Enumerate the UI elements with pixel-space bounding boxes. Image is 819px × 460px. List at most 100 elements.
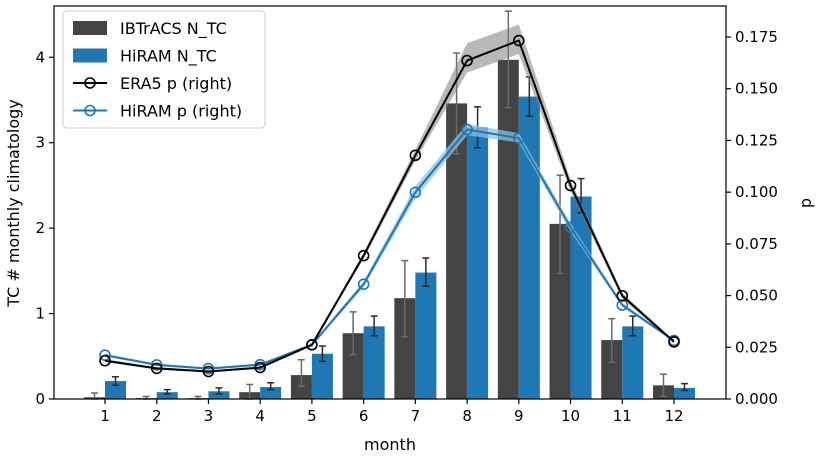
- marker-era5-month-9: [513, 34, 525, 47]
- x-tick-label: 7: [411, 407, 421, 425]
- legend-entry-ibtracs-n-tc: IBTrACS N_TC: [73, 19, 227, 39]
- marker-hiram-month-7: [409, 186, 422, 199]
- y-tick-label: 1: [35, 305, 45, 323]
- bar-hiram-month-12: [674, 387, 695, 399]
- x-axis-label: month: [364, 435, 416, 454]
- legend-label: ERA5 p (right): [120, 74, 232, 93]
- errorbar-ibtracs-month-5: [297, 358, 305, 387]
- y2-tick-label: 0.000: [735, 390, 778, 408]
- errorbar-hiram-month-11: [629, 315, 637, 337]
- line-hiram: [104, 128, 675, 370]
- y2-tick-label: 0.050: [735, 287, 778, 305]
- marker-hiram-month-1: [99, 349, 111, 361]
- y2-axis-label: p: [796, 198, 815, 208]
- bar-hiram-month-4: [260, 387, 282, 399]
- errorbar-hiram-month-12: [681, 382, 688, 392]
- x-tick-label: 1: [100, 407, 110, 425]
- marker-hiram-month-8: [461, 123, 473, 136]
- errorbar-ibtracs-month-10: [556, 174, 564, 275]
- marker-era5-month-1: [99, 354, 111, 367]
- legend-label: HiRAM N_TC: [120, 47, 217, 67]
- marker-era5-month-7: [409, 149, 422, 162]
- marker-era5-month-5: [306, 339, 318, 351]
- marker-hiram-month-6: [357, 278, 370, 291]
- y2-tick-label: 0.075: [735, 235, 778, 253]
- legend-entry-hiram-p: HiRAM p (right): [73, 102, 242, 121]
- errorbar-ibtracs-month-6: [349, 311, 357, 356]
- bar-ibtracs-month-10: [549, 223, 571, 399]
- marker-era5-month-2: [150, 362, 163, 375]
- legend-entry-era5-p: ERA5 p (right): [73, 74, 232, 93]
- marker-era5-month-11: [616, 289, 629, 302]
- y2-tick-label: 0.125: [735, 131, 778, 149]
- errorbar-hiram-month-5: [318, 345, 326, 363]
- errorbar-hiram-month-7: [422, 257, 430, 287]
- x-tick-label: 11: [613, 407, 632, 425]
- marker-era5-month-12: [668, 336, 680, 348]
- legend-marker: [84, 77, 96, 89]
- bar-ibtracs-month-6: [342, 333, 364, 399]
- legend-swatch: [73, 21, 107, 35]
- errorbar-hiram-month-2: [163, 388, 171, 395]
- x-tick-label: 10: [561, 407, 580, 425]
- bar-ibtracs-month-8: [446, 103, 468, 399]
- errorbar-ibtracs-month-9: [504, 10, 512, 109]
- legend-box: [62, 10, 266, 129]
- errorbar-ibtracs-month-7: [401, 259, 409, 338]
- y-tick-label: 4: [35, 48, 45, 66]
- bar-ibtracs-month-5: [290, 375, 312, 399]
- errorbar-hiram-month-6: [370, 315, 378, 337]
- errorbar-ibtracs-month-11: [608, 317, 616, 364]
- marker-era5-month-6: [357, 249, 370, 262]
- marker-era5-month-4: [254, 361, 266, 374]
- line-layer: [99, 34, 680, 378]
- x-tick-label: 5: [307, 407, 317, 425]
- legend-marker: [84, 104, 96, 117]
- bar-hiram-month-6: [363, 326, 385, 399]
- y-tick-label: 2: [35, 219, 45, 237]
- marker-era5-month-8: [461, 54, 473, 67]
- errorbar-hiram-month-3: [215, 387, 223, 395]
- bar-hiram-month-1: [105, 381, 126, 399]
- bar-ibtracs-month-7: [394, 298, 416, 399]
- bar-ibtracs-month-9: [497, 59, 519, 399]
- legend-swatch: [73, 48, 107, 63]
- y-axis-label: TC # monthly climatology: [4, 99, 23, 308]
- y-tick-label: 3: [35, 134, 45, 152]
- y2-tick-label: 0.175: [735, 28, 778, 46]
- bar-hiram-month-9: [518, 96, 540, 400]
- bar-hiram-month-11: [622, 326, 644, 399]
- errorbar-hiram-month-4: [267, 382, 275, 391]
- y2-tick-label: 0.150: [735, 80, 778, 98]
- marker-era5-month-10: [564, 179, 577, 192]
- marker-hiram-month-2: [150, 359, 163, 371]
- x-tick-label: 8: [462, 407, 472, 425]
- bar-hiram-month-8: [467, 127, 489, 400]
- x-tick-label: 2: [152, 407, 162, 425]
- legend-label: IBTrACS N_TC: [120, 19, 227, 39]
- legend-label: HiRAM p (right): [120, 102, 242, 121]
- legend: IBTrACS N_TC HiRAM N_TC ERA5 p (right) HiRA…: [62, 10, 266, 129]
- x-tick-label: 4: [255, 407, 265, 425]
- x-tick-label: 12: [664, 407, 683, 425]
- bar-hiram-month-3: [208, 391, 230, 399]
- x-tick-label: 6: [359, 407, 369, 425]
- y2-tick-label: 0.025: [735, 338, 778, 356]
- y2-tick-label: 0.100: [735, 183, 778, 201]
- legend-entry-hiram-n-tc: HiRAM N_TC: [73, 47, 217, 67]
- bar-layer: [84, 59, 695, 400]
- marker-hiram-month-10: [564, 221, 577, 234]
- plot-frame: [53, 5, 727, 400]
- errorbar-ibtracs-month-12: [660, 373, 667, 398]
- x-tick-label: 9: [514, 407, 524, 425]
- bar-hiram-month-5: [311, 353, 333, 399]
- bar-hiram-month-2: [156, 392, 178, 399]
- line-era5: [104, 39, 675, 373]
- axes-layer: 012340.0000.0250.0500.0750.1000.1250.150…: [35, 5, 778, 425]
- errorbar-hiram-month-1: [112, 376, 119, 387]
- y-tick-label: 0: [35, 390, 45, 408]
- marker-hiram-month-9: [513, 132, 525, 144]
- marker-era5-month-3: [202, 365, 215, 378]
- bar-ibtracs-month-11: [601, 340, 623, 399]
